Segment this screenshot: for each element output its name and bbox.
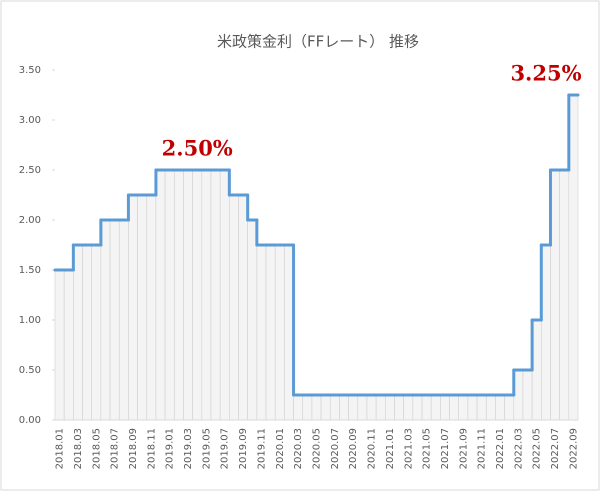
- x-tick-label: 2020.03: [293, 428, 304, 469]
- area-cell: [348, 394, 359, 421]
- y-tick-label: 1.50: [19, 265, 41, 276]
- area-cell: [192, 169, 203, 421]
- area-cell: [476, 394, 487, 421]
- area-cell: [293, 394, 304, 421]
- area-cell: [100, 219, 111, 421]
- x-tick-label: 2020.05: [312, 428, 323, 469]
- x-tick-label: 2020.07: [330, 428, 341, 469]
- area-cell: [366, 394, 377, 421]
- area-cell: [137, 194, 148, 421]
- area-cell: [559, 169, 570, 421]
- area-cell: [302, 394, 313, 421]
- y-tick-label: 3.50: [19, 65, 41, 76]
- x-tick-label: 2021.05: [422, 428, 433, 469]
- x-tick-label: 2020.01: [275, 428, 286, 469]
- area-cell: [164, 169, 175, 421]
- area-cell: [210, 169, 221, 421]
- area-cell: [339, 394, 349, 421]
- x-tick-label: 2018.01: [55, 428, 66, 469]
- x-tick-label: 2022.01: [495, 428, 506, 469]
- x-tick-label: 2021.09: [458, 428, 469, 469]
- annotation: 3.25%: [510, 61, 581, 86]
- area-cell: [238, 194, 248, 421]
- area-cell: [247, 219, 258, 421]
- area-cell: [91, 244, 102, 421]
- x-tick-label: 2019.07: [220, 428, 231, 469]
- area-cell: [385, 394, 395, 421]
- area-cell: [440, 394, 450, 421]
- x-tick-label: 2021.07: [440, 428, 451, 469]
- chart-title: 米政策金利（FFレート） 推移: [217, 33, 419, 51]
- area-cell: [183, 169, 193, 421]
- area-cell: [320, 394, 331, 421]
- area-cell: [485, 394, 496, 421]
- x-tick-label: 2020.11: [367, 428, 378, 469]
- area-cell: [109, 219, 120, 421]
- area-cell: [219, 169, 230, 421]
- area-cell: [82, 244, 93, 421]
- area-cell: [522, 369, 533, 421]
- area-cell: [311, 394, 322, 421]
- area-cell: [329, 394, 340, 421]
- area-cell: [229, 194, 239, 421]
- area-cell: [449, 394, 460, 421]
- area-cell: [63, 269, 74, 421]
- x-tick-label: 2021.11: [477, 428, 488, 469]
- x-tick-label: 2020.09: [348, 428, 359, 469]
- area-cell: [118, 219, 129, 421]
- area-cell: [54, 269, 65, 421]
- area-cell: [430, 394, 441, 421]
- area-cell: [375, 394, 386, 421]
- area-cell: [128, 194, 138, 421]
- area-cell: [146, 194, 157, 421]
- area-cell: [256, 244, 267, 421]
- area-cell: [504, 394, 515, 421]
- y-tick-label: 3.00: [19, 115, 41, 126]
- y-tick-label: 2.00: [19, 215, 41, 226]
- y-tick-label: 2.50: [19, 165, 41, 176]
- x-tick-label: 2018.03: [73, 428, 84, 469]
- x-tick-label: 2019.05: [201, 428, 212, 469]
- x-tick-label: 2019.11: [256, 428, 267, 469]
- x-tick-label: 2019.09: [238, 428, 249, 469]
- annotation: 2.50%: [162, 136, 233, 161]
- area-cell: [155, 169, 166, 421]
- area-cell: [394, 394, 404, 421]
- area-cell: [467, 394, 478, 421]
- area-cell: [201, 169, 212, 421]
- y-tick-label: 0.50: [19, 365, 41, 376]
- x-tick-label: 2019.03: [183, 428, 194, 469]
- area-cell: [357, 394, 368, 421]
- x-tick-label: 2018.11: [146, 428, 157, 469]
- y-tick-label: 1.00: [19, 315, 41, 326]
- area-cell: [73, 244, 83, 421]
- area-cell: [173, 169, 184, 421]
- area-cell: [495, 394, 505, 421]
- x-tick-label: 2021.03: [403, 428, 414, 469]
- x-tick-label: 2018.05: [91, 428, 102, 469]
- x-tick-label: 2018.09: [128, 428, 139, 469]
- area-cell: [265, 244, 276, 421]
- x-tick-label: 2022.09: [568, 428, 579, 469]
- x-tick-label: 2022.07: [550, 428, 561, 469]
- x-tick-label: 2022.03: [513, 428, 524, 469]
- area-cell: [274, 244, 285, 421]
- x-tick-label: 2019.01: [165, 428, 176, 469]
- x-tick-label: 2021.01: [385, 428, 396, 469]
- x-tick-label: 2018.07: [110, 428, 121, 469]
- area-cell: [458, 394, 469, 421]
- area-cell: [403, 394, 414, 421]
- x-tick-label: 2022.05: [532, 428, 543, 469]
- area-cell: [412, 394, 423, 421]
- area-cell: [421, 394, 432, 421]
- y-tick-label: 0.00: [19, 415, 41, 426]
